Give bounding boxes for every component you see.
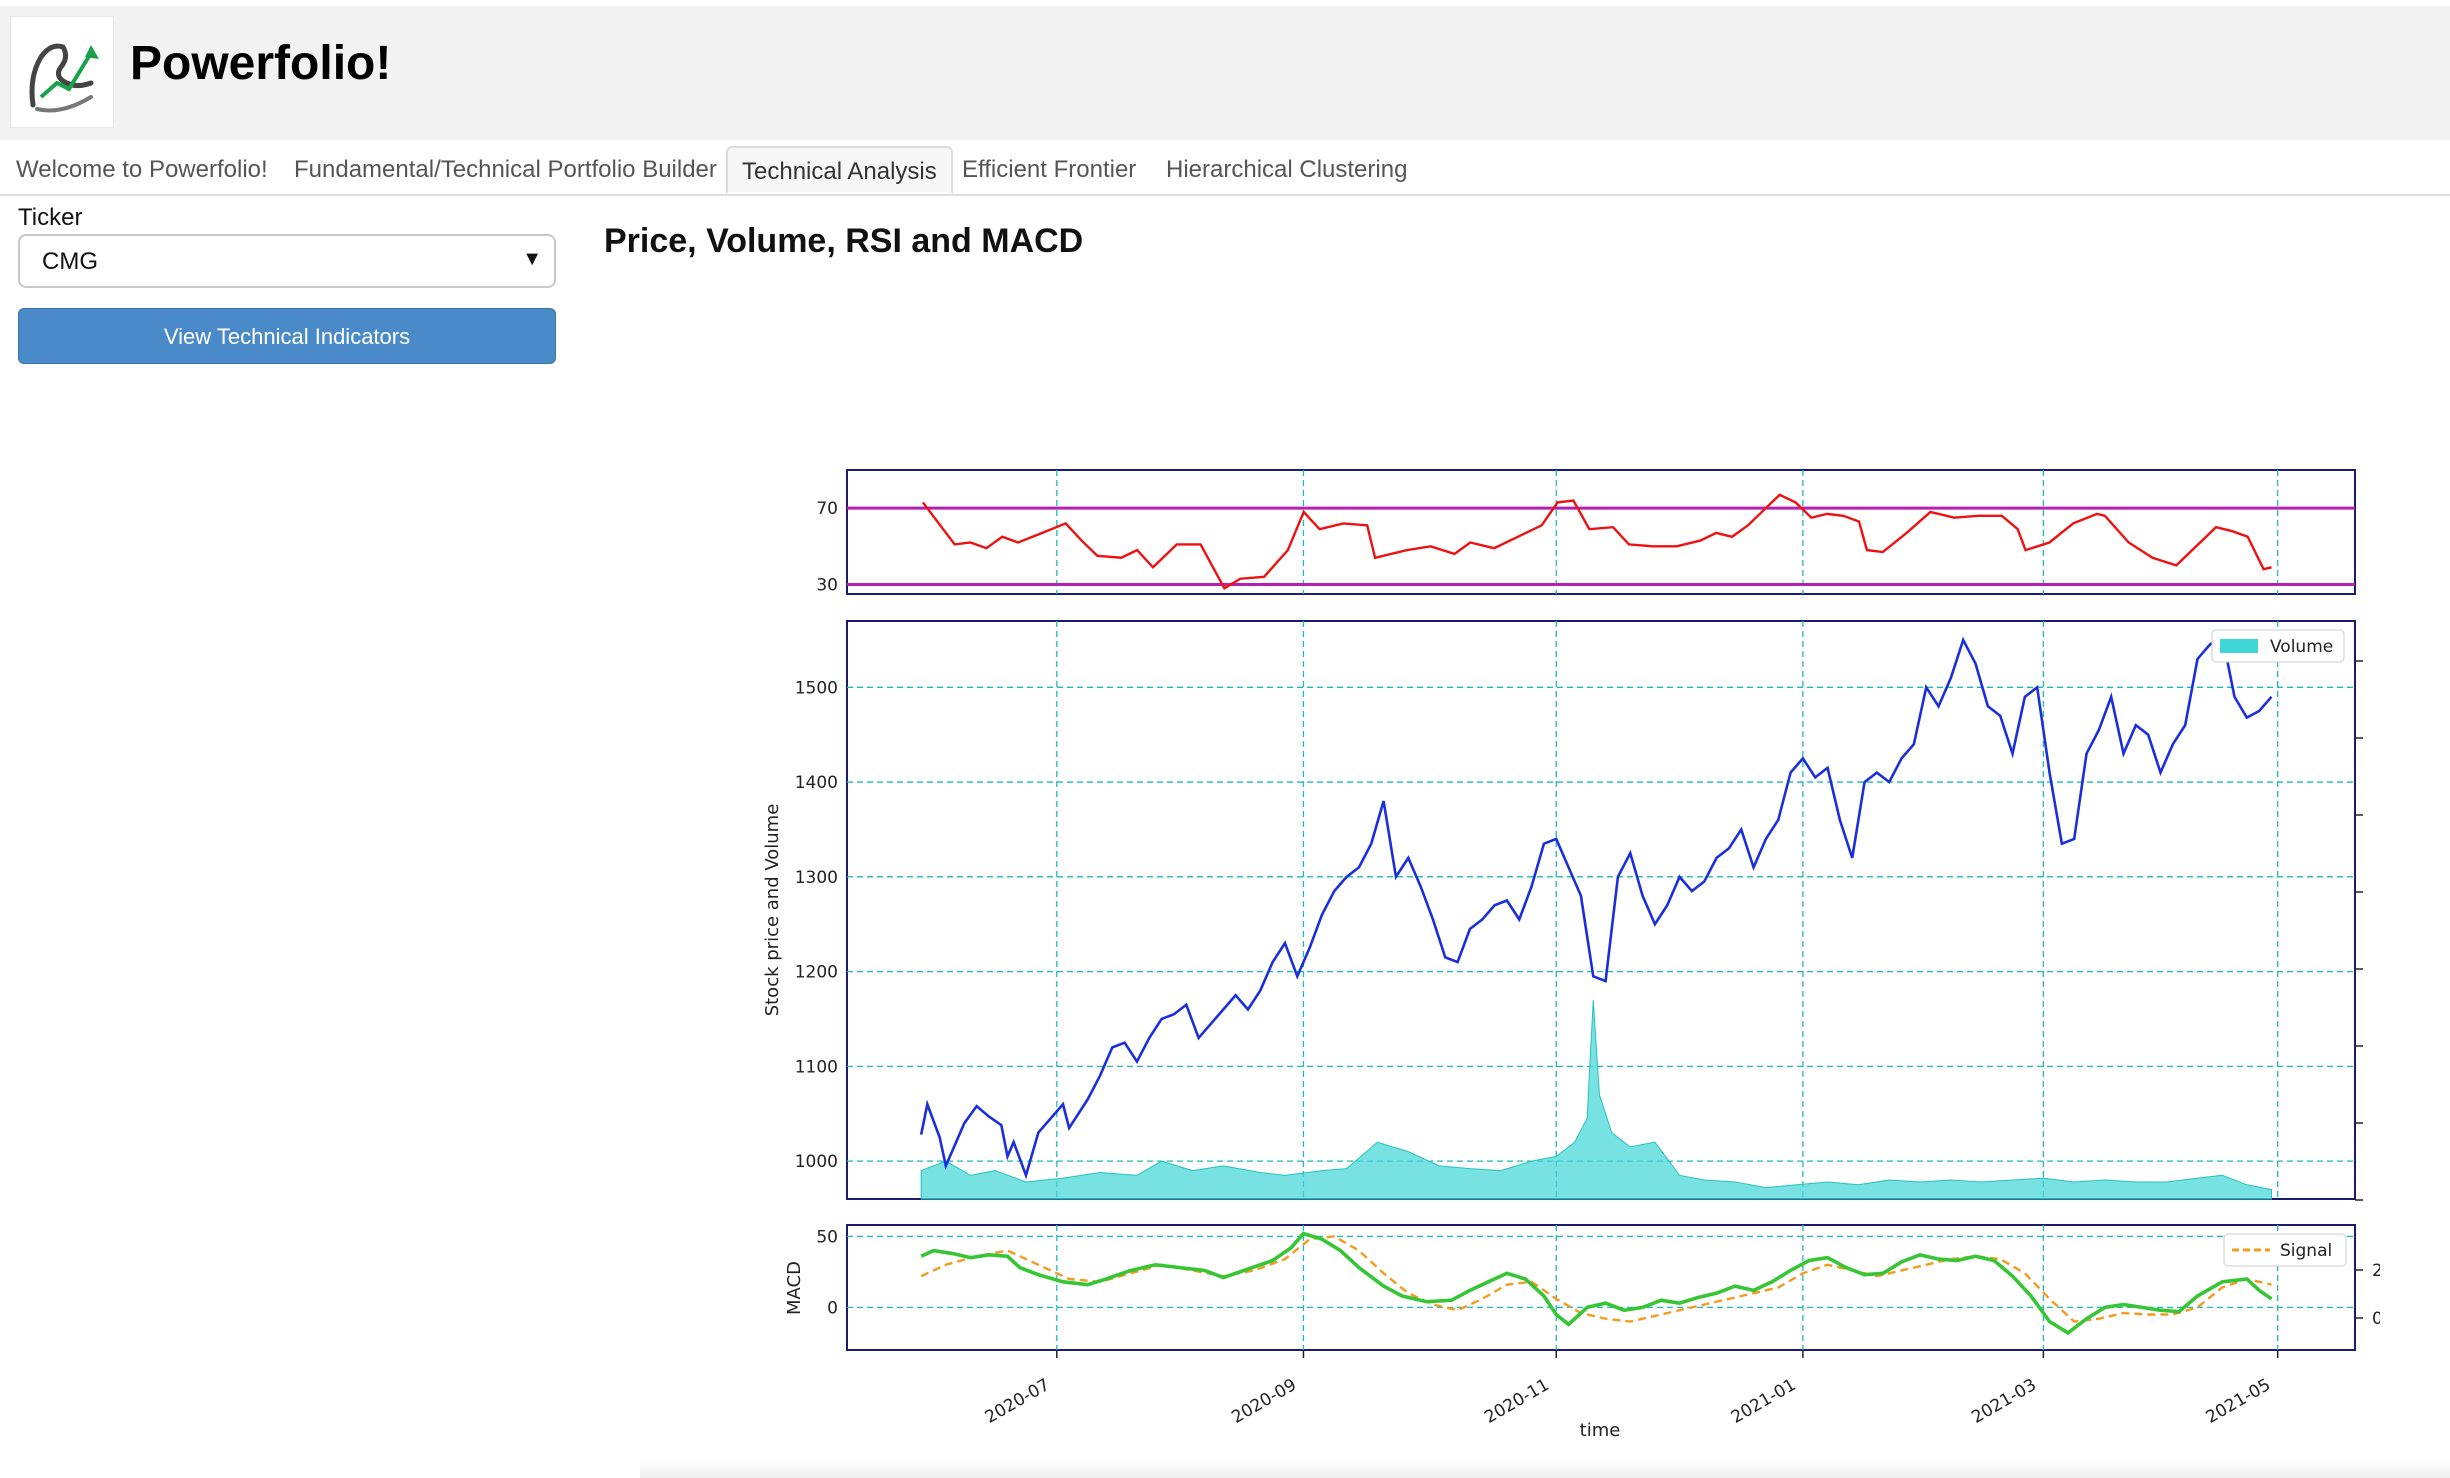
app-header: Powerfolio! (0, 6, 2450, 140)
price-line (919, 632, 2273, 1180)
ticker-select[interactable]: CMG ▼ (18, 234, 556, 288)
ticker-select-value: CMG (42, 248, 98, 275)
page-footer-shadow (640, 1462, 2450, 1478)
rsi-y-tick: 30 (816, 575, 838, 595)
page-title: Price, Volume, RSI and MACD (604, 222, 1084, 260)
price-layer (919, 632, 2273, 1180)
price-y-tick: 1100 (795, 1057, 838, 1077)
price-y-tick: 1300 (795, 868, 838, 888)
time-xlabel: time (1580, 1420, 1621, 1441)
tab-efficient-frontier[interactable]: Efficient Frontier (962, 156, 1137, 183)
price-y-tick: 1500 (795, 678, 838, 698)
tab-bar: Welcome to Powerfolio! Fundamental/Techn… (0, 140, 2450, 196)
chevron-down-icon: ▼ (522, 248, 542, 270)
gridlines (847, 470, 2355, 1350)
tab-welcome[interactable]: Welcome to Powerfolio! (16, 156, 268, 183)
x-tick-label: 2021-03 (1968, 1375, 2040, 1428)
rsi-layer (921, 493, 2272, 590)
volume-legend-swatch (2220, 639, 2258, 653)
x-tick-label: 2021-05 (2203, 1375, 2275, 1428)
tab-hierarchical-clustering[interactable]: Hierarchical Clustering (1166, 156, 1408, 183)
axis-ticks: 2020-07 2020-09 2020-11 2021-01 2021-03 2021-… (795, 499, 2380, 1428)
signal-y-tick: 0 (2372, 1309, 2380, 1329)
macd-layer (920, 1231, 2273, 1336)
volume-area (920, 999, 2272, 1200)
signal-legend: Signal (2223, 1233, 2347, 1267)
rsi-panel (846, 469, 2356, 595)
rsi-y-tick: 70 (816, 499, 838, 519)
ticker-label: Ticker (18, 204, 83, 231)
signal-legend-label: Signal (2280, 1241, 2332, 1261)
rsi-line (921, 493, 2272, 590)
x-tick-label: 2021-01 (1728, 1375, 1800, 1428)
macd-y-tick: 0 (827, 1298, 838, 1318)
macd-line (920, 1231, 2273, 1336)
x-tick-label: 2020-09 (1228, 1375, 1300, 1428)
tab-portfolio-builder[interactable]: Fundamental/Technical Portfolio Builder (294, 156, 717, 183)
price-y-tick: 1000 (795, 1152, 838, 1172)
price-y-tick: 1200 (795, 963, 838, 983)
macd-ylabel: MACD (784, 1261, 805, 1315)
app-title: Powerfolio! (130, 37, 392, 90)
price-y-tick: 1400 (795, 773, 838, 793)
powerfolio-logo (10, 16, 114, 128)
volume-legend-label: Volume (2270, 637, 2333, 657)
macd-y-tick: 50 (816, 1227, 838, 1247)
flexed-arm-chart-icon (29, 43, 99, 113)
signal-line (920, 1235, 2272, 1323)
volume-legend: Volume (2211, 629, 2345, 663)
tab-technical-analysis[interactable]: Technical Analysis (726, 146, 953, 194)
view-technical-indicators-button[interactable]: View Technical Indicators (18, 308, 556, 364)
x-tick-label: 2020-07 (982, 1375, 1054, 1428)
technical-chart: 2020-07 2020-09 2020-11 2021-01 2021-03 2021-… (762, 469, 2380, 1441)
signal-y-tick: 25 (2372, 1261, 2380, 1281)
macd-panel (846, 1224, 2356, 1351)
volume-layer (920, 999, 2272, 1200)
price-ylabel: Stock price and Volume (762, 804, 783, 1017)
x-tick-label: 2020-11 (1481, 1375, 1553, 1428)
